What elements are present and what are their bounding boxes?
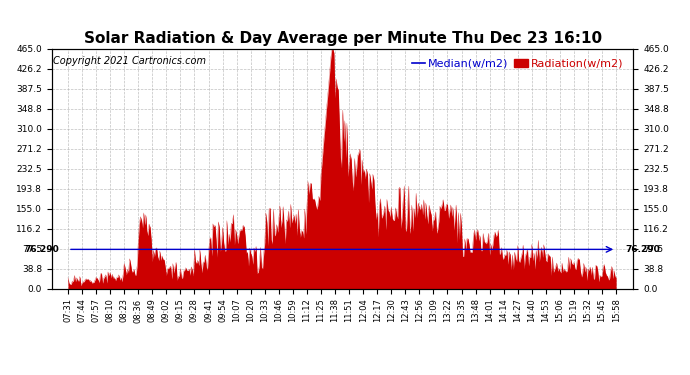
Text: 76.290: 76.290 xyxy=(626,245,660,254)
Text: 76.290: 76.290 xyxy=(25,245,59,254)
Legend: Median(w/m2), Radiation(w/m2): Median(w/m2), Radiation(w/m2) xyxy=(407,54,628,73)
Text: Copyright 2021 Cartronics.com: Copyright 2021 Cartronics.com xyxy=(53,56,206,66)
Title: Solar Radiation & Day Average per Minute Thu Dec 23 16:10: Solar Radiation & Day Average per Minute… xyxy=(83,31,602,46)
